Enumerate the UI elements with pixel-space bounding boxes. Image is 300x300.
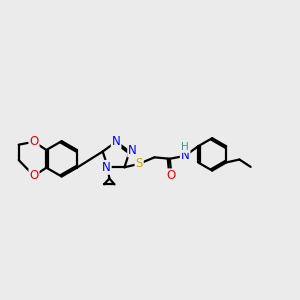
Text: N: N [181,149,190,162]
Text: O: O [29,169,39,182]
Text: O: O [167,169,176,182]
Text: N: N [112,135,121,148]
Text: N: N [128,143,137,157]
Text: O: O [29,135,39,148]
Text: S: S [136,157,143,170]
Text: N: N [102,161,111,174]
Text: H: H [181,142,189,152]
